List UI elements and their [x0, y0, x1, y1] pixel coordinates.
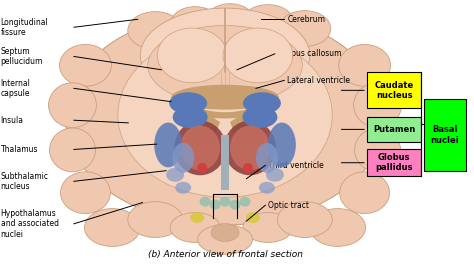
Polygon shape — [185, 112, 220, 148]
Ellipse shape — [200, 197, 210, 207]
Text: Corpus callosum: Corpus callosum — [278, 49, 341, 58]
Ellipse shape — [210, 200, 220, 210]
Ellipse shape — [50, 128, 95, 172]
Text: Basal
nuclei: Basal nuclei — [430, 125, 459, 144]
Text: Insula: Insula — [0, 116, 24, 125]
Ellipse shape — [128, 12, 182, 49]
Ellipse shape — [84, 209, 140, 246]
Ellipse shape — [174, 121, 226, 175]
Ellipse shape — [207, 4, 253, 34]
Ellipse shape — [223, 28, 293, 83]
Ellipse shape — [172, 143, 194, 173]
Ellipse shape — [339, 45, 391, 86]
Text: Subthalamic
nucleus: Subthalamic nucleus — [0, 172, 49, 191]
Ellipse shape — [128, 202, 182, 237]
FancyBboxPatch shape — [367, 150, 421, 176]
Ellipse shape — [246, 212, 260, 223]
Ellipse shape — [190, 212, 204, 223]
Ellipse shape — [224, 121, 276, 175]
Text: Internal
capsule: Internal capsule — [0, 79, 30, 98]
Ellipse shape — [140, 8, 310, 103]
Text: Globus
pallidus: Globus pallidus — [375, 153, 413, 172]
Ellipse shape — [229, 200, 240, 210]
Ellipse shape — [148, 26, 302, 105]
Ellipse shape — [118, 33, 332, 197]
Text: Third ventricle: Third ventricle — [268, 161, 324, 170]
Ellipse shape — [171, 85, 279, 110]
Ellipse shape — [256, 143, 278, 173]
Ellipse shape — [355, 128, 401, 172]
Ellipse shape — [266, 168, 284, 182]
Text: (b) Anterior view of frontal section: (b) Anterior view of frontal section — [147, 250, 302, 259]
Ellipse shape — [310, 209, 365, 246]
Text: Optic tract: Optic tract — [268, 201, 310, 210]
Ellipse shape — [157, 28, 227, 83]
Ellipse shape — [154, 123, 182, 167]
Ellipse shape — [61, 172, 110, 214]
Ellipse shape — [340, 172, 390, 214]
Text: Thalamus: Thalamus — [0, 145, 38, 154]
Text: Cerebrum: Cerebrum — [287, 15, 325, 24]
Ellipse shape — [173, 106, 208, 128]
Ellipse shape — [197, 163, 207, 173]
FancyBboxPatch shape — [424, 99, 466, 171]
Text: Septum
pellucidum: Septum pellucidum — [0, 47, 43, 66]
Ellipse shape — [180, 125, 220, 170]
Ellipse shape — [354, 83, 401, 128]
Ellipse shape — [170, 213, 220, 242]
Ellipse shape — [198, 225, 253, 254]
Ellipse shape — [243, 106, 277, 128]
Bar — [221, 135, 229, 190]
Text: Lateral ventricle: Lateral ventricle — [287, 76, 350, 85]
Ellipse shape — [171, 7, 219, 38]
Ellipse shape — [211, 223, 239, 241]
Ellipse shape — [259, 182, 275, 194]
Ellipse shape — [169, 92, 207, 114]
Ellipse shape — [277, 202, 332, 237]
Text: Longitudinal
fissure: Longitudinal fissure — [0, 18, 48, 37]
Ellipse shape — [268, 123, 296, 167]
Ellipse shape — [243, 163, 253, 173]
Text: Hypothalamus
and associated
nuclei: Hypothalamus and associated nuclei — [0, 209, 59, 239]
Ellipse shape — [48, 83, 96, 128]
Ellipse shape — [230, 125, 270, 170]
Ellipse shape — [166, 168, 184, 182]
Ellipse shape — [175, 182, 191, 194]
Ellipse shape — [219, 197, 230, 207]
Ellipse shape — [243, 213, 293, 242]
Ellipse shape — [60, 45, 111, 86]
Text: Putamen: Putamen — [373, 125, 415, 134]
Ellipse shape — [243, 92, 281, 114]
FancyBboxPatch shape — [367, 72, 421, 108]
Ellipse shape — [239, 197, 250, 207]
Ellipse shape — [243, 5, 293, 37]
Ellipse shape — [279, 11, 331, 46]
FancyBboxPatch shape — [367, 117, 421, 142]
Ellipse shape — [65, 11, 384, 225]
Polygon shape — [230, 112, 265, 148]
Text: Caudate
nucleus: Caudate nucleus — [374, 81, 414, 100]
Polygon shape — [173, 95, 277, 119]
